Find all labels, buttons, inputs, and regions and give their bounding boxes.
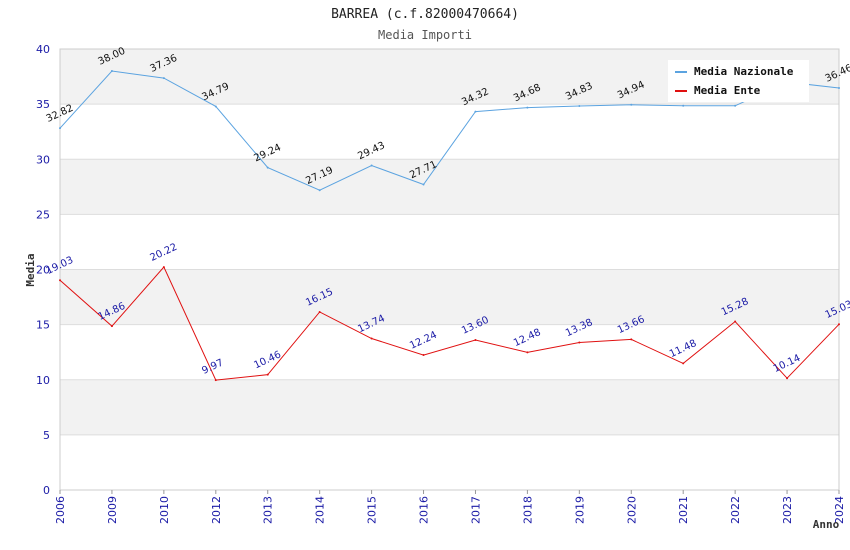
data-point <box>214 379 217 382</box>
plot-frame <box>59 48 840 491</box>
y-axis-label: Media <box>24 253 37 286</box>
data-point <box>318 189 321 192</box>
data-point <box>422 354 425 357</box>
data-point <box>474 339 477 342</box>
data-point <box>682 104 685 107</box>
y-tick-label: 15 <box>36 319 50 332</box>
data-point <box>578 341 581 344</box>
y-tick-label: 30 <box>36 153 50 166</box>
data-point <box>110 70 113 73</box>
x-axis-ticks: 2006 2009 2010 2012 2013 2014 2015 2016 2017 2018… <box>54 490 846 524</box>
grid-band <box>60 379 839 435</box>
data-point <box>214 105 217 108</box>
data-point <box>734 104 737 107</box>
x-tick-label: 2014 <box>314 496 327 524</box>
x-tick-label: 2010 <box>158 496 171 524</box>
y-tick-label: 0 <box>43 484 50 497</box>
data-point <box>838 323 840 326</box>
y-tick-label: 35 <box>36 98 50 111</box>
x-tick-label: 2024 <box>833 496 846 524</box>
x-axis-label: Anno <box>813 518 840 531</box>
legend-label-media-ente: Media Ente <box>694 84 761 97</box>
legend-label-media-nazionale: Media Nazionale <box>694 65 794 78</box>
data-point <box>578 104 581 107</box>
x-tick-label: 2021 <box>677 496 690 524</box>
data-point <box>59 279 61 282</box>
x-tick-label: 2016 <box>418 496 431 524</box>
chart-title: BARREA (c.f.82000470664) <box>331 7 519 22</box>
data-point <box>786 377 789 380</box>
chart-subtitle: Media Importi <box>378 28 472 42</box>
x-tick-label: 2013 <box>262 496 275 524</box>
y-tick-label: 40 <box>36 43 50 56</box>
x-tick-label: 2009 <box>106 496 119 524</box>
data-point <box>526 106 529 109</box>
x-tick-label: 2019 <box>573 496 586 524</box>
x-tick-label: 2018 <box>521 496 534 524</box>
data-point <box>162 266 165 269</box>
data-point <box>318 310 321 313</box>
x-tick-label: 2015 <box>366 496 379 524</box>
x-tick-label: 2022 <box>729 496 742 524</box>
grid-band <box>60 269 839 325</box>
data-point <box>162 77 165 80</box>
series-line-media-nazionale <box>59 70 840 191</box>
y-tick-label: 5 <box>43 429 50 442</box>
x-tick-label: 2023 <box>781 496 794 524</box>
data-point <box>266 373 269 376</box>
data-point <box>110 325 113 328</box>
data-point <box>59 127 61 130</box>
data-point <box>370 164 373 167</box>
data-point <box>266 166 269 169</box>
grid-band <box>60 104 839 160</box>
y-axis-ticks: 0 5 10 15 20 25 30 35 40 <box>36 43 50 497</box>
legend-box <box>668 60 809 102</box>
y-tick-label: 10 <box>36 374 50 387</box>
x-tick-label: 2006 <box>54 496 67 524</box>
series-lines <box>59 70 840 382</box>
x-tick-label: 2020 <box>625 496 638 524</box>
data-point <box>630 103 633 106</box>
series-line-media-ente <box>59 266 840 381</box>
grid-band <box>60 159 839 215</box>
x-tick-label: 2017 <box>469 496 482 524</box>
data-point <box>630 338 633 341</box>
legend: Media Nazionale Media Ente <box>668 60 809 102</box>
grid-band <box>60 214 839 270</box>
x-tick-label: 2012 <box>210 496 223 524</box>
grid-bands <box>60 48 839 491</box>
plot-border <box>59 48 840 491</box>
grid-band <box>60 324 839 380</box>
data-point <box>526 351 529 354</box>
data-point <box>474 110 477 113</box>
y-tick-label: 20 <box>36 264 50 277</box>
data-point <box>682 362 685 365</box>
grid-band <box>60 434 839 490</box>
y-tick-label: 25 <box>36 208 50 221</box>
data-point <box>838 87 840 90</box>
data-point <box>734 320 737 323</box>
data-point <box>422 183 425 186</box>
data-point <box>370 337 373 340</box>
